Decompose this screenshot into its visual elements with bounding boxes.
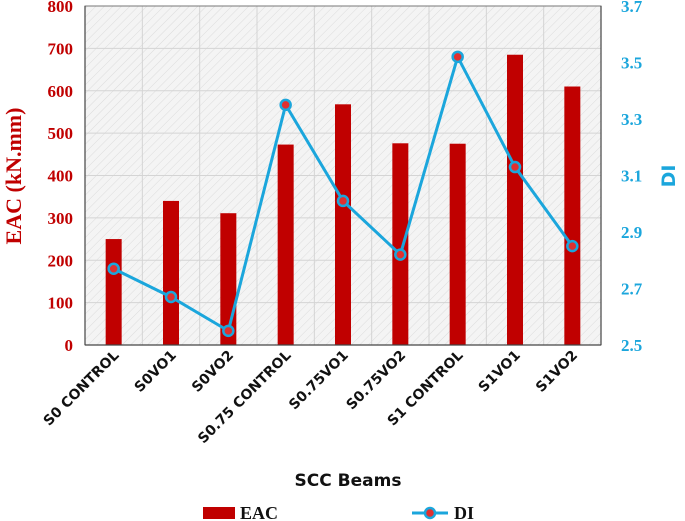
y2-tick-label: 3.1 (621, 167, 642, 186)
di-point (279, 98, 292, 112)
legend-di-marker (423, 506, 437, 520)
y-tick-label: 300 (48, 209, 74, 228)
legend: EAC DI (203, 503, 474, 521)
y-tick-label: 100 (48, 294, 74, 313)
legend-eac-label: EAC (240, 503, 278, 521)
di-point (164, 290, 178, 304)
eac-bar (163, 200, 179, 345)
y-tick-label: 400 (48, 167, 74, 186)
eac-bar (335, 104, 351, 345)
x-tick-label: S1VO1 (476, 348, 524, 396)
y2-tick-label: 2.7 (621, 280, 643, 299)
eac-bars (105, 54, 581, 345)
y-tick-label: 500 (48, 124, 74, 143)
di-point (566, 239, 579, 253)
x-tick-label: S1VO2 (533, 348, 581, 396)
x-axis-label: SCC Beams (295, 471, 402, 491)
eac-bar (564, 86, 581, 345)
y-axis-label: EAC (kN.mm) (1, 108, 26, 245)
eac-bar (449, 143, 466, 345)
di-point (451, 50, 464, 64)
legend-di-label: DI (454, 503, 474, 521)
y-tick-label: 600 (48, 82, 74, 101)
di-point (508, 160, 522, 174)
y-tick-label: 0 (65, 336, 74, 355)
y2-tick-label: 3.5 (621, 54, 642, 73)
x-tick-label: S0 CONTROL (41, 347, 123, 429)
di-point (107, 262, 120, 275)
eac-bar (507, 54, 523, 345)
y2-tick-label: 2.9 (621, 223, 642, 242)
y-tick-label: 800 (48, 0, 74, 16)
eac-bar (105, 239, 122, 345)
x-tick-label: S0VO2 (189, 348, 237, 396)
di-point (222, 324, 235, 338)
di-point (336, 194, 350, 208)
y2-axis-label: DI (658, 165, 680, 188)
di-point (394, 248, 407, 261)
left-axis-ticks: 0 100 200 300 400 500 600 700 800 (48, 0, 74, 355)
y2-tick-label: 2.5 (621, 336, 642, 355)
di-line (107, 50, 579, 338)
y2-tick-label: 3.3 (621, 110, 642, 129)
x-tick-label: S0.75VO1 (286, 348, 352, 414)
y2-tick-label: 3.7 (621, 0, 643, 16)
right-axis-ticks: 2.5 2.7 2.9 3.1 3.3 3.5 3.7 (621, 0, 643, 355)
legend-eac-swatch (203, 507, 235, 519)
y-tick-label: 700 (48, 39, 74, 58)
eac-bar (277, 144, 294, 345)
x-tick-label: S0VO1 (132, 348, 180, 396)
eac-bar (392, 143, 409, 345)
y-tick-label: 200 (48, 251, 74, 270)
